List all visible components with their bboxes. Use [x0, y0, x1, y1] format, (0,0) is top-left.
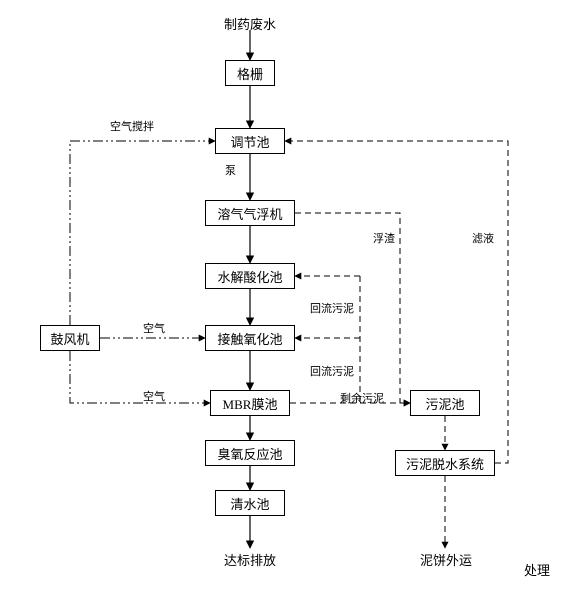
- node-dewater: 污泥脱水系统: [395, 450, 495, 476]
- edge-e_blower_mbr: [70, 351, 210, 403]
- label-scum: 浮渣: [373, 230, 395, 246]
- edge-e_blower_equal: [70, 141, 215, 325]
- label-effluent: 达标排放: [224, 550, 276, 569]
- label-influent: 制药废水: [224, 14, 276, 33]
- label-excess: 剩余污泥: [340, 390, 384, 406]
- node-screen: 格栅: [225, 60, 275, 86]
- label-ret2: 回流污泥: [310, 363, 354, 379]
- node-sludge: 污泥池: [410, 390, 480, 416]
- node-blower: 鼓风机: [40, 325, 100, 351]
- label-air2: 空气: [143, 388, 165, 404]
- node-ozone: 臭氧反应池: [205, 440, 295, 466]
- node-mbr: MBR膜池: [210, 390, 290, 416]
- flow-edges: [0, 0, 578, 590]
- node-contact: 接触氧化池: [205, 325, 295, 351]
- node-equal: 调节池: [215, 128, 285, 154]
- label-treat: 处理: [524, 560, 550, 579]
- node-daf: 溶气气浮机: [205, 200, 295, 226]
- label-filtrate: 滤液: [472, 230, 494, 246]
- node-hydro: 水解酸化池: [205, 263, 295, 289]
- label-air1: 空气: [143, 320, 165, 336]
- label-pump: 泵: [225, 162, 236, 178]
- label-ret1: 回流污泥: [310, 300, 354, 316]
- label-airmix: 空气搅拌: [110, 118, 154, 134]
- label-cake: 泥饼外运: [420, 550, 472, 569]
- node-clear: 清水池: [215, 490, 285, 516]
